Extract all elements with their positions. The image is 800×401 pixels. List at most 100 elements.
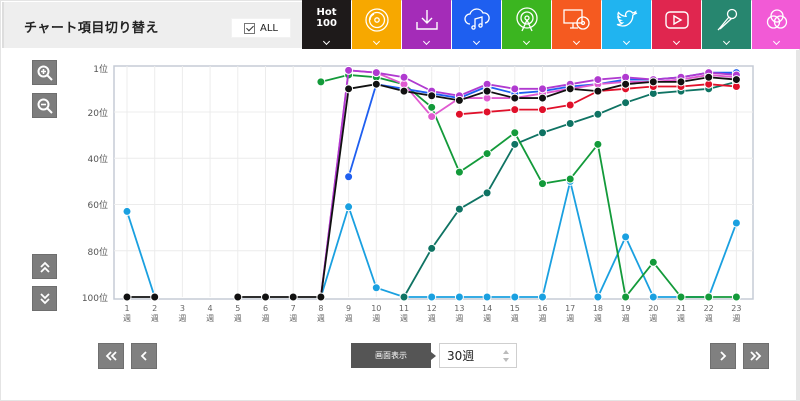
tab-sales[interactable] [352, 0, 401, 49]
data-point[interactable] [593, 75, 603, 85]
data-point[interactable] [565, 84, 575, 94]
data-point[interactable] [427, 243, 437, 253]
data-point[interactable] [676, 77, 686, 87]
data-point[interactable] [482, 188, 492, 198]
data-point[interactable] [482, 86, 492, 96]
data-point[interactable] [621, 292, 631, 302]
next-page-button[interactable] [710, 343, 736, 369]
data-point[interactable] [538, 128, 547, 138]
tab-radio[interactable] [502, 0, 551, 49]
data-point[interactable] [454, 292, 464, 302]
data-point[interactable] [344, 172, 354, 182]
data-point[interactable] [621, 98, 631, 108]
data-point[interactable] [538, 93, 547, 103]
data-point[interactable] [538, 179, 547, 189]
header-title: チャート項目切り替え [24, 21, 159, 36]
data-point[interactable] [565, 119, 575, 129]
data-point[interactable] [427, 112, 437, 122]
data-point[interactable] [122, 206, 132, 216]
data-point[interactable] [538, 84, 547, 94]
data-point[interactable] [565, 100, 575, 110]
y-tick-label: 40位 [87, 155, 108, 166]
page-scrollbar[interactable] [796, 50, 800, 401]
data-point[interactable] [316, 292, 326, 302]
data-point[interactable] [344, 65, 354, 75]
data-point[interactable] [676, 292, 686, 302]
x-tick-label: 15 週 [509, 304, 520, 323]
data-point[interactable] [427, 91, 437, 101]
weeks-range-select[interactable]: 30週 [439, 343, 517, 368]
data-point[interactable] [593, 109, 603, 119]
data-point[interactable] [538, 105, 547, 115]
data-point[interactable] [427, 102, 437, 112]
data-point[interactable] [399, 292, 409, 302]
data-point[interactable] [648, 292, 658, 302]
display-range-label: 画面表示 [351, 343, 436, 368]
data-point[interactable] [371, 68, 381, 78]
tab-download[interactable] [402, 0, 451, 49]
zoom-out-button[interactable] [32, 93, 57, 118]
data-point[interactable] [510, 105, 520, 115]
tab-hot100[interactable]: Hot 100 [302, 0, 351, 49]
data-point[interactable] [621, 232, 631, 242]
tab-karaoke[interactable] [702, 0, 751, 49]
tab-youtube[interactable] [652, 0, 701, 49]
data-point[interactable] [427, 292, 437, 302]
series-hot-100[interactable] [122, 72, 741, 302]
data-point[interactable] [731, 292, 741, 302]
data-point[interactable] [122, 292, 132, 302]
data-point[interactable] [399, 86, 409, 96]
data-point[interactable] [648, 257, 658, 267]
prev-page-button[interactable] [131, 343, 157, 369]
data-point[interactable] [704, 292, 714, 302]
data-point[interactable] [593, 139, 603, 149]
tab-pc-lookup[interactable] [552, 0, 601, 49]
spinner-icon[interactable] [503, 350, 510, 362]
data-point[interactable] [399, 72, 409, 82]
data-point[interactable] [288, 292, 298, 302]
tab-combined[interactable] [752, 0, 800, 49]
data-point[interactable] [233, 292, 243, 302]
zoom-in-button[interactable] [32, 60, 57, 85]
data-point[interactable] [731, 75, 741, 85]
data-point[interactable] [538, 292, 547, 302]
data-point[interactable] [593, 86, 603, 96]
tab-streaming[interactable] [452, 0, 501, 49]
x-tick-label: 20 週 [648, 304, 659, 323]
data-point[interactable] [482, 107, 492, 117]
data-point[interactable] [510, 84, 520, 94]
data-point[interactable] [565, 174, 575, 184]
data-point[interactable] [454, 204, 464, 214]
data-point[interactable] [704, 72, 714, 82]
last-page-button[interactable] [743, 343, 769, 369]
data-point[interactable] [316, 77, 326, 87]
data-point[interactable] [344, 202, 354, 212]
data-point[interactable] [371, 283, 381, 293]
data-point[interactable] [482, 292, 492, 302]
data-point[interactable] [510, 93, 520, 103]
data-point[interactable] [593, 292, 603, 302]
checkbox-checked-icon[interactable] [244, 22, 255, 34]
all-checkbox-toggle[interactable]: ALL [231, 18, 291, 38]
data-point[interactable] [621, 79, 631, 89]
data-point[interactable] [482, 149, 492, 159]
x-tick-label: 10 週 [371, 304, 382, 323]
data-point[interactable] [510, 292, 520, 302]
data-point[interactable] [454, 95, 464, 105]
data-point[interactable] [454, 109, 464, 119]
data-point[interactable] [731, 218, 741, 228]
data-point[interactable] [510, 128, 520, 138]
data-point[interactable] [261, 292, 270, 302]
data-point[interactable] [648, 77, 658, 87]
scroll-down-button[interactable] [32, 286, 57, 311]
first-page-button[interactable] [98, 343, 124, 369]
data-point[interactable] [150, 292, 160, 302]
data-point[interactable] [371, 79, 381, 89]
data-point[interactable] [454, 167, 464, 177]
data-point[interactable] [510, 139, 520, 149]
scroll-up-button[interactable] [32, 254, 57, 279]
tab-twitter[interactable] [602, 0, 651, 49]
data-point[interactable] [344, 84, 354, 94]
